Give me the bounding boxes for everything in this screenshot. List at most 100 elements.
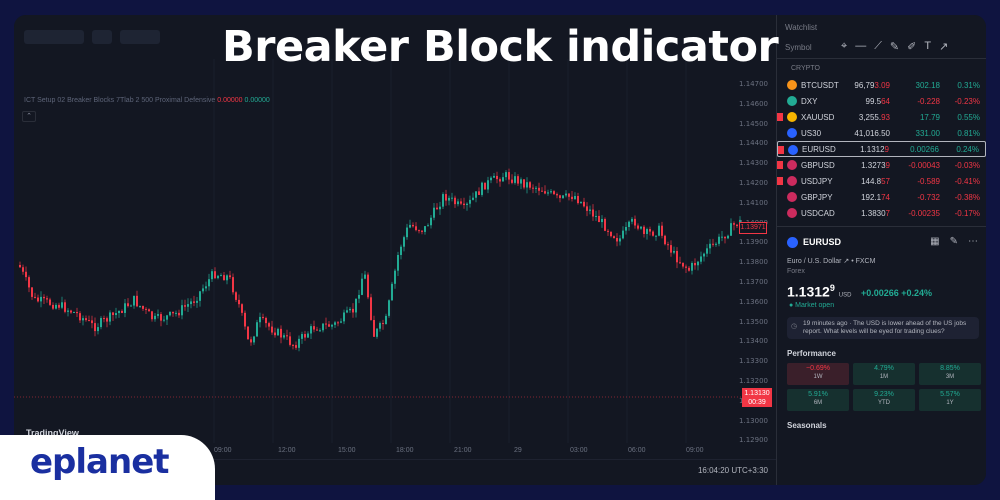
price-tick: 1.14200 <box>739 179 768 187</box>
candle-body <box>541 190 543 192</box>
watchlist-row[interactable]: US30 41,016.50 331.00 0.81% <box>777 125 986 141</box>
indicator-value-2: 0.00000 <box>244 97 270 104</box>
candle-body <box>94 323 96 332</box>
candle-body <box>136 295 138 307</box>
candle-body <box>412 224 414 227</box>
candle-body <box>667 244 669 246</box>
candle-body <box>238 299 240 305</box>
chart-area[interactable]: . . ICT Setup 02 Breaker Blocks 7Tlab 2 … <box>14 15 776 485</box>
news-item[interactable]: ◷ 19 minutes ago · The USD is lower ahea… <box>787 317 979 339</box>
watchlist-last: 3,255.93 <box>859 113 890 122</box>
watchlist-row[interactable]: DXY 99.564 -0.228 -0.23% <box>777 93 986 109</box>
edit-icon[interactable]: ✎ <box>949 236 958 247</box>
price-tick: 1.13600 <box>739 297 768 306</box>
watchlist-row[interactable]: BTCUSDT 96,793.09 302.18 0.31% <box>777 77 986 93</box>
candle-body <box>259 316 261 323</box>
candle-body <box>577 196 579 204</box>
more-icon[interactable]: ⋯ <box>968 236 978 247</box>
arrow-icon[interactable]: ↗ <box>939 41 949 53</box>
candle-body <box>601 218 603 223</box>
candle-body <box>724 236 726 239</box>
candle-body <box>361 278 363 295</box>
performance-cell[interactable]: 5.57% 1Y <box>919 389 981 411</box>
candle-body <box>253 336 255 343</box>
candle-body <box>223 275 225 281</box>
clock[interactable]: 16:04:20 UTC+3:30 <box>697 466 768 475</box>
candle-body <box>697 261 699 266</box>
candle-body <box>631 218 633 222</box>
time-tick: 15:00 <box>338 447 356 454</box>
toolbar-interval-chip[interactable] <box>92 30 112 44</box>
flag-marker-icon[interactable] <box>777 177 783 185</box>
flag-marker-icon[interactable] <box>777 113 783 121</box>
candle-body <box>496 175 498 180</box>
candle-body <box>370 297 372 320</box>
candle-body <box>544 191 546 194</box>
grid-icon[interactable]: ▦ <box>930 236 940 247</box>
tradingview-logo: TradingView <box>26 428 79 438</box>
crosshair-icon[interactable]: ⌖ <box>841 40 848 52</box>
candle-body <box>640 226 642 229</box>
collapse-legend-button[interactable]: ⌃ <box>22 111 36 122</box>
indicator-value-1: 0.00000 <box>217 97 243 104</box>
candle-body <box>610 231 612 237</box>
seasonals-label[interactable]: Seasonals <box>787 421 827 430</box>
candle-body <box>454 197 456 205</box>
time-axis[interactable]: 09:00 12:00 15:00 18:00 21:00 29 03:00 06:00 09:… <box>14 445 776 459</box>
watchlist-row[interactable]: USDJPY 144.857 -0.589 -0.41% <box>777 173 986 189</box>
symbol-icon <box>787 176 797 186</box>
watchlist-title[interactable]: Watchlist <box>785 23 818 32</box>
detail-symbol[interactable]: EURUSD <box>803 237 842 247</box>
detail-actions: ▦ ✎ ⋯ <box>930 236 978 247</box>
trend-line-icon[interactable]: ⟋ <box>874 40 882 52</box>
watchlist-last-main: 1.3273 <box>861 160 886 170</box>
candle-body <box>460 201 462 204</box>
performance-cell[interactable]: 5.91% 6M <box>787 389 849 411</box>
toolbar-indicators-chip[interactable] <box>120 30 160 44</box>
time-tick: 09:00 <box>214 447 232 454</box>
candle-body <box>178 312 180 316</box>
candle-body <box>427 225 429 227</box>
candle-body <box>376 328 378 337</box>
performance-cell[interactable]: 4.79% 1M <box>853 363 915 385</box>
candle-body <box>550 191 552 193</box>
candle-body <box>298 338 300 348</box>
performance-value: −0.69% <box>806 365 830 372</box>
flag-marker-icon[interactable] <box>778 146 784 154</box>
watchlist-row[interactable]: EURUSD 1.13129 0.00266 0.24% <box>777 141 986 157</box>
brush-icon[interactable]: ✐ <box>907 41 917 53</box>
horizontal-line-icon[interactable]: — <box>855 40 867 52</box>
watchlist-row[interactable]: USDCAD 1.38307 -0.00235 -0.17% <box>777 205 986 221</box>
watchlist-row[interactable]: GBPJPY 192.174 -0.732 -0.38% <box>777 189 986 205</box>
detail-price-sup: 9 <box>829 283 835 293</box>
flag-marker-icon[interactable] <box>777 161 783 169</box>
candle-body <box>538 187 540 191</box>
candle-body <box>295 345 297 348</box>
candle-body <box>331 324 333 327</box>
candle-body <box>607 230 609 232</box>
watchlist-row[interactable]: XAUUSD 3,255.93 17.79 0.55% <box>777 109 986 125</box>
performance-cell[interactable]: −0.69% 1W <box>787 363 849 385</box>
candle-body <box>451 197 453 199</box>
performance-cell[interactable]: 8.85% 3M <box>919 363 981 385</box>
watchlist-change-pct: -0.17% <box>954 208 980 218</box>
performance-label[interactable]: Performance <box>787 349 836 358</box>
watchlist-section-label[interactable]: CRYPTO <box>791 65 820 72</box>
watchlist-row[interactable]: GBPUSD 1.32739 -0.00043 -0.03% <box>777 157 986 173</box>
market-status: ● Market open <box>789 302 835 309</box>
performance-cell[interactable]: 9.23% YTD <box>853 389 915 411</box>
price-tick: 1.14600 <box>739 99 768 108</box>
text-icon[interactable]: T <box>924 40 932 52</box>
toolbar-symbol-chip[interactable] <box>24 30 84 44</box>
candlestick-chart[interactable] <box>14 15 754 445</box>
indicator-row[interactable]: ICT Setup 02 Breaker Blocks 7Tlab 2 500 … <box>24 95 270 106</box>
watchlist-change: -0.732 <box>917 192 940 202</box>
candle-body <box>397 254 399 271</box>
candle-body <box>325 323 327 325</box>
candle-body <box>46 298 48 300</box>
indicator-name: ICT Setup 02 Breaker Blocks 7Tlab 2 500 … <box>24 97 216 104</box>
candle-body <box>283 335 285 338</box>
price-tick: 1.14400 <box>739 139 768 148</box>
pen-icon[interactable]: ✎ <box>889 41 900 53</box>
candle-body <box>373 319 375 337</box>
